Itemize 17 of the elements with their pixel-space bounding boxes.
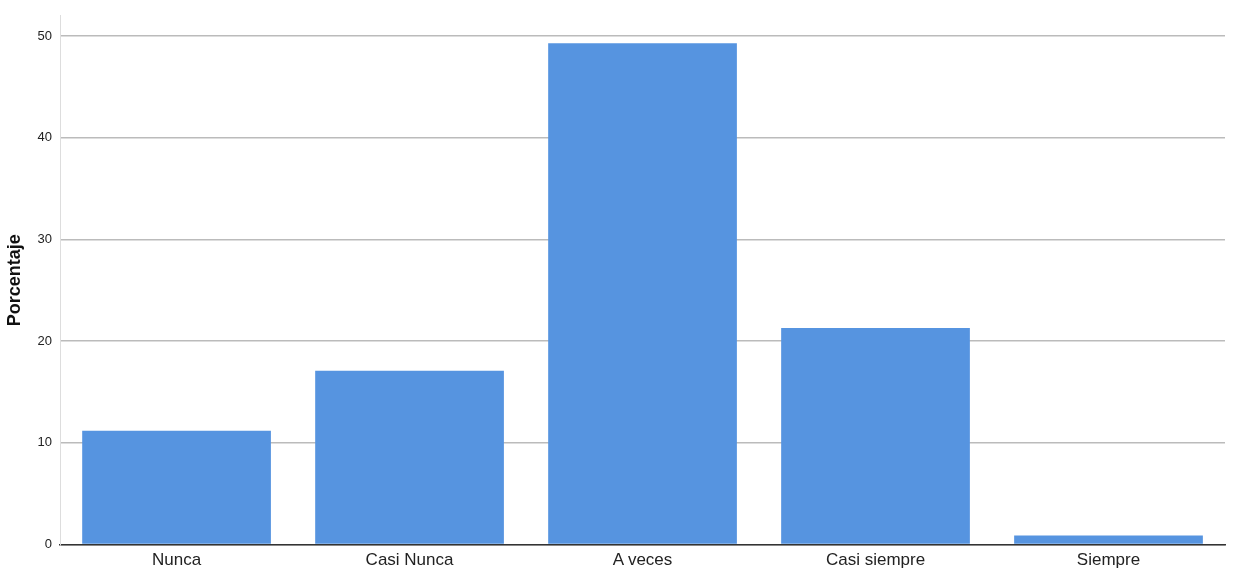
x-tick-label: Nunca: [151, 550, 202, 570]
y-tick-label: 30: [37, 231, 53, 247]
bar: [781, 328, 970, 544]
y-tick-label: 20: [37, 332, 53, 348]
bar: [82, 430, 271, 544]
x-tick-label: Siempre: [1076, 550, 1141, 570]
x-tick-label: Casi Nunca: [365, 550, 455, 570]
y-tick-label: 40: [37, 129, 53, 145]
y-tick-label: 10: [37, 434, 53, 450]
x-tick-label: A veces: [612, 550, 673, 570]
y-axis-title: Porcentaje: [3, 234, 24, 327]
y-tick-label: 50: [37, 27, 53, 43]
bar: [1014, 535, 1203, 544]
y-tick-label: 0: [44, 536, 53, 552]
bar: [548, 43, 737, 544]
x-tick-label: Casi siempre: [825, 550, 926, 570]
bar: [315, 370, 504, 544]
